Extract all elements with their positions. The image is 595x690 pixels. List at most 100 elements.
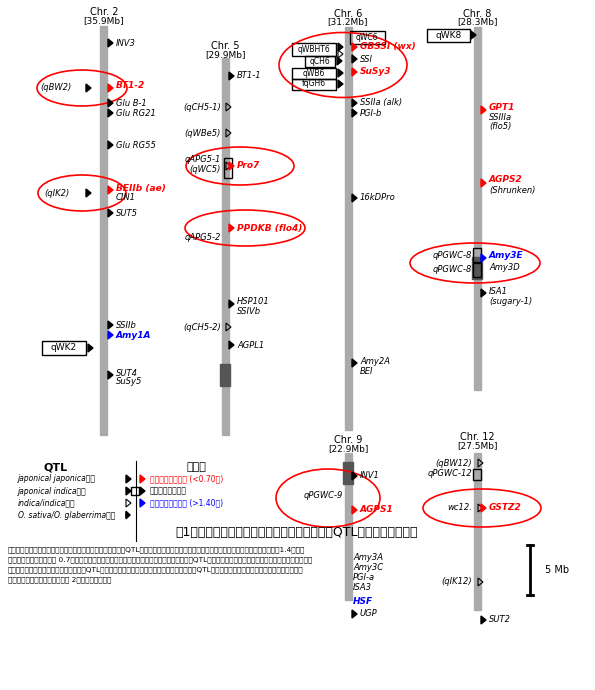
Text: に増加する遠伝子および 0.7倍以下に減少する遠伝子をそれぞれ青色および赤色で示した。QTLは親品種の交配組み合わせに応じて図示されていると: に増加する遠伝子および 0.7倍以下に減少する遠伝子をそれぞれ青色および赤色で示…	[8, 556, 312, 562]
Bar	[473, 248, 481, 262]
Text: QTL: QTL	[44, 462, 68, 472]
Polygon shape	[481, 179, 486, 187]
Text: SSIVb: SSIVb	[237, 308, 261, 317]
Text: BT1-1: BT1-1	[237, 72, 262, 81]
Polygon shape	[140, 499, 145, 507]
Polygon shape	[352, 472, 357, 480]
Text: SSIIIa: SSIIIa	[489, 112, 512, 121]
Polygon shape	[352, 43, 357, 51]
Text: Pro7: Pro7	[237, 161, 260, 170]
Polygon shape	[126, 512, 130, 518]
Text: (flo5): (flo5)	[489, 121, 511, 130]
Text: Chr. 6: Chr. 6	[334, 9, 362, 19]
Text: BEI: BEI	[360, 366, 374, 375]
Text: SuSy5: SuSy5	[116, 377, 142, 386]
Polygon shape	[108, 331, 113, 339]
Bar	[131, 487, 139, 495]
Polygon shape	[352, 194, 357, 202]
Polygon shape	[229, 300, 234, 308]
Polygon shape	[337, 57, 342, 65]
Polygon shape	[352, 506, 357, 514]
Text: Amy3D: Amy3D	[489, 264, 520, 273]
Text: qWC6: qWC6	[356, 32, 378, 41]
Polygon shape	[481, 289, 486, 297]
Text: 高温で発現が不変: 高温で発現が不変	[150, 486, 187, 495]
Text: PPDKB (flo4): PPDKB (flo4)	[237, 224, 302, 233]
Text: [31.2Mb]: [31.2Mb]	[328, 17, 368, 26]
Text: [35.9Mb]: [35.9Mb]	[84, 17, 124, 26]
Text: Chr. 8: Chr. 8	[463, 9, 491, 19]
Text: SUT2: SUT2	[489, 615, 511, 624]
Bar	[345, 27, 352, 430]
Text: Glu RG21: Glu RG21	[116, 108, 156, 117]
Polygon shape	[481, 504, 486, 512]
Text: HSF: HSF	[353, 598, 373, 607]
Text: INV3: INV3	[116, 39, 136, 48]
Polygon shape	[140, 475, 145, 483]
Polygon shape	[108, 186, 113, 194]
Polygon shape	[352, 359, 357, 367]
Text: qWBHT6: qWBHT6	[298, 44, 330, 54]
Text: (qIK2): (qIK2)	[44, 188, 69, 197]
Text: Glu B-1: Glu B-1	[116, 99, 147, 108]
Polygon shape	[481, 254, 486, 262]
Polygon shape	[352, 55, 357, 63]
Bar	[343, 462, 353, 484]
Text: japonical indica交雑: japonical indica交雑	[18, 486, 87, 495]
Text: 遠伝子: 遠伝子	[186, 462, 206, 472]
Text: qPGWC-9: qPGWC-9	[303, 491, 343, 500]
Polygon shape	[108, 321, 113, 329]
Text: Amy1A: Amy1A	[116, 331, 152, 339]
Polygon shape	[108, 371, 113, 379]
Bar	[472, 257, 482, 279]
Text: SUT5: SUT5	[116, 208, 138, 217]
Polygon shape	[108, 141, 113, 149]
Text: qPGWC-8: qPGWC-8	[433, 266, 472, 275]
Text: おりに色分け、高温条件下で同定されたQTLを四角で囲み示した。原報で命名がされていないQTLについては、括弧内に仮名称を記した。詳細な: おりに色分け、高温条件下で同定されたQTLを四角で囲み示した。原報で命名がされて…	[8, 566, 303, 573]
Polygon shape	[229, 162, 234, 170]
Text: UGP: UGP	[360, 609, 378, 618]
Text: 16kDPro: 16kDPro	[360, 193, 396, 202]
Text: SSIIb: SSIIb	[116, 320, 137, 330]
Text: BT1-2: BT1-2	[116, 81, 145, 90]
Bar	[220, 364, 230, 386]
Text: 高温で発現が減少 (<0.70倍): 高温で発現が減少 (<0.70倍)	[150, 475, 223, 484]
Polygon shape	[481, 106, 486, 114]
Text: [29.9Mb]: [29.9Mb]	[205, 50, 245, 59]
Text: (qCH5-2): (qCH5-2)	[183, 322, 221, 331]
Text: ISA3: ISA3	[353, 584, 372, 593]
Bar	[101, 26, 108, 435]
Text: [22.9Mb]: [22.9Mb]	[328, 444, 368, 453]
Polygon shape	[108, 84, 113, 92]
Polygon shape	[352, 109, 357, 117]
Polygon shape	[338, 69, 343, 77]
Text: japonical japonica交雑: japonical japonica交雑	[18, 475, 96, 484]
Text: AGPS2: AGPS2	[489, 175, 523, 184]
Polygon shape	[108, 109, 113, 117]
Text: O. sativa/O. glaberrima交雑: O. sativa/O. glaberrima交雑	[18, 511, 115, 520]
Text: SUT4: SUT4	[116, 368, 138, 377]
Text: GSTZ2: GSTZ2	[489, 504, 522, 513]
Text: Chr. 5: Chr. 5	[211, 41, 239, 51]
Bar	[224, 158, 232, 178]
Text: qAPG5-1: qAPG5-1	[184, 155, 221, 164]
Text: 登熟代謝に関連する遠伝子と白未熟粒の発生程度を制御するQTLを各染色体のそれぞれ右側と左側に示した。高温登熟によって発現量が1.4倍以上: 登熟代謝に関連する遠伝子と白未熟粒の発生程度を制御するQTLを各染色体のそれぞれ…	[8, 546, 305, 553]
Bar	[292, 43, 336, 56]
Text: (Shrunken): (Shrunken)	[489, 186, 536, 195]
Text: qPGWC-12: qPGWC-12	[427, 469, 472, 478]
Bar	[473, 469, 481, 480]
Polygon shape	[108, 209, 113, 217]
Polygon shape	[481, 616, 486, 624]
Text: ISA1: ISA1	[489, 288, 508, 297]
Text: qPGWC-8: qPGWC-8	[433, 251, 472, 261]
Text: 5 Mb: 5 Mb	[545, 565, 569, 575]
Bar	[42, 341, 86, 355]
Text: Glu RG55: Glu RG55	[116, 141, 156, 150]
Text: (qCH5-1): (qCH5-1)	[183, 103, 221, 112]
Text: [27.5Mb]: [27.5Mb]	[457, 442, 497, 451]
Polygon shape	[352, 610, 357, 618]
Text: indica/indica交雑: indica/indica交雑	[18, 498, 76, 508]
Bar	[473, 263, 481, 277]
Text: BEIIb (ae): BEIIb (ae)	[116, 184, 166, 193]
Text: fqGH6: fqGH6	[302, 79, 326, 88]
